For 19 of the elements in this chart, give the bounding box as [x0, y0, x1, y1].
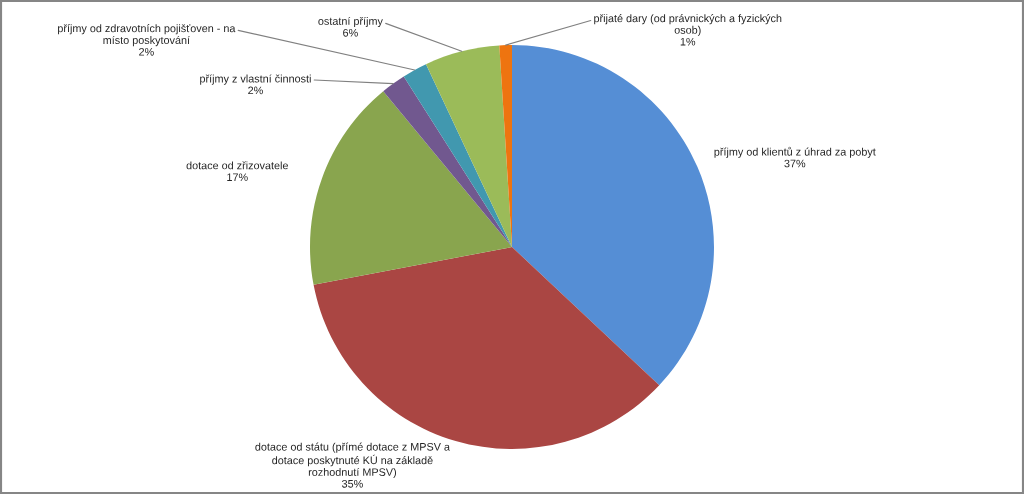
- data-label: 2%: [139, 48, 154, 56]
- data-label: 37%: [784, 159, 806, 168]
- slice-label: příjmy od klientů z úhrad za pobyt: [714, 146, 876, 158]
- slice-label: příjmy z vlastní činnosti: [200, 74, 311, 85]
- slice-label: ostatní příjmy: [318, 16, 383, 28]
- slice-label: dotace od státu (přímé dotace z MPSV a dotace poskytnuté KÚ na základě rozhodnutí MPSV): [255, 442, 450, 479]
- data-label: 35%: [341, 479, 363, 488]
- pie-slice: [310, 91, 512, 285]
- pie-slice: [403, 64, 512, 247]
- slice-label: dotace od zřizovatele: [186, 161, 288, 170]
- pie-slice: [425, 45, 512, 247]
- slice-label: příjmy od zdravotních pojišťoven - na místo poskytování: [58, 24, 236, 47]
- data-label: 1%: [680, 37, 696, 46]
- data-label: 2%: [248, 86, 263, 95]
- pie-slice: [383, 76, 512, 247]
- data-label: 17%: [227, 173, 248, 181]
- data-label: 6%: [343, 28, 358, 37]
- pie-slice: [512, 45, 714, 386]
- slice-label: přijaté dary (od právnických a fyzických osob): [594, 14, 782, 36]
